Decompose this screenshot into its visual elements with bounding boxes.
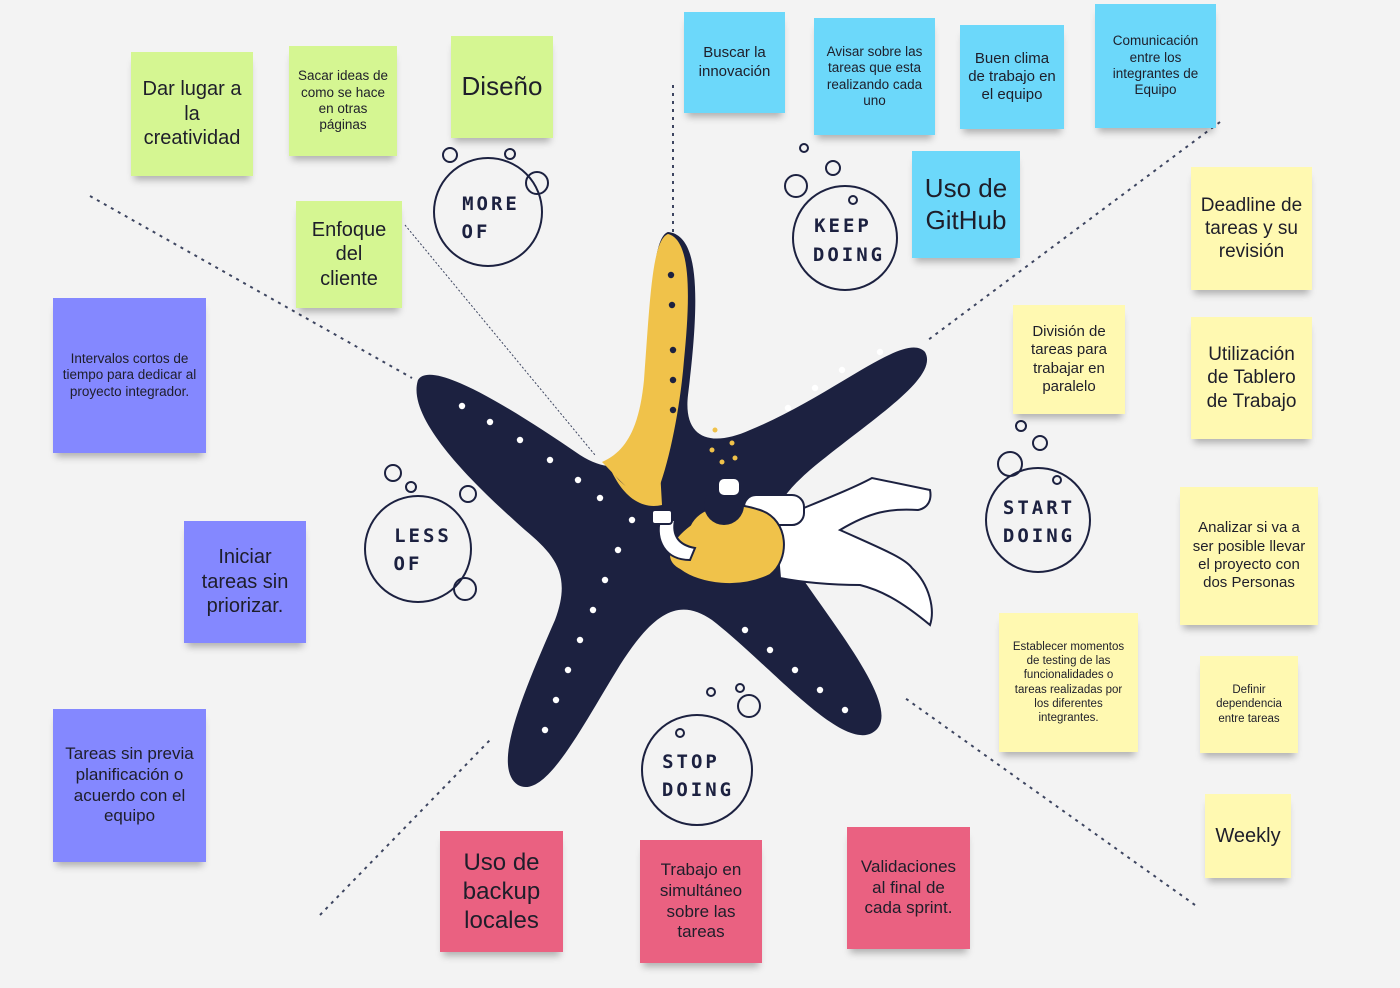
keep-doing-label-line1: KEEP: [814, 215, 872, 237]
sticky-note-start-doing[interactable]: Utilización de Tablero de Trabajo: [1191, 317, 1312, 439]
starfish: [416, 232, 928, 788]
start-doing-circle: [985, 467, 1091, 573]
starfish-arm-dots: [667, 271, 677, 414]
section-dividers: [89, 85, 1221, 916]
sticky-note-start-doing[interactable]: Establecer momentos de testing de las fu…: [999, 613, 1138, 752]
sticky-note-keep-doing[interactable]: Avisar sobre las tareas que esta realiza…: [814, 18, 935, 135]
sticky-note-keep-doing[interactable]: Uso de GitHub: [912, 151, 1020, 258]
sticky-note-text: Uso de GitHub: [924, 172, 1008, 235]
sticky-note-text: Avisar sobre las tareas que esta realiza…: [826, 43, 923, 108]
sticky-note-start-doing[interactable]: Definir dependencia entre tareas: [1200, 656, 1298, 753]
sticky-note-text: Buscar la innovación: [698, 44, 771, 80]
sticky-note-text: Analizar si va a ser posible llevar el p…: [1192, 519, 1306, 592]
less-of-label-line1: LESS: [394, 525, 452, 547]
stop-doing-circle: [641, 714, 753, 826]
sticky-note-less-of[interactable]: Iniciar tareas sin priorizar.: [184, 521, 306, 643]
sticky-note-start-doing[interactable]: Analizar si va a ser posible llevar el p…: [1180, 487, 1318, 625]
diver-arm: [657, 519, 697, 562]
sticky-note-text: Definir dependencia entre tareas: [1216, 684, 1282, 725]
sticky-note-text: Establecer momentos de testing de las fu…: [1012, 641, 1125, 724]
diver-figure: [651, 476, 933, 627]
divider-upper-left: [89, 195, 413, 379]
sticky-note-text: Comunicación entre los integrantes de Eq…: [1112, 33, 1199, 98]
sticky-note-start-doing[interactable]: Weekly: [1205, 794, 1291, 878]
sticky-note-text: Deadline de tareas y su revisión: [1200, 194, 1303, 263]
sticky-note-text: Sacar ideas de como se hace en otras pág…: [297, 68, 389, 133]
sticky-note-text: Diseño: [461, 71, 543, 102]
divider-lower-right: [904, 697, 1196, 906]
starfish-dots: [458, 348, 884, 734]
diver-legs: [773, 476, 933, 627]
stop-doing-label-line1: STOP: [662, 751, 720, 773]
sticky-note-keep-doing[interactable]: Buen clima de trabajo en el equipo: [960, 25, 1064, 129]
starfish-arm-highlight: [602, 234, 688, 501]
starfish-center-highlight: [610, 468, 662, 506]
sticky-note-text: Utilización de Tablero de Trabajo: [1206, 344, 1297, 412]
starfish-body: [416, 232, 928, 788]
more-of-label-line1: MORE: [462, 193, 520, 215]
sticky-note-more-of[interactable]: Dar lugar a la creatividad: [131, 52, 253, 176]
sticky-note-text: Uso de backup locales: [462, 848, 541, 935]
less-of-circle: [364, 495, 472, 603]
sticky-note-more-of[interactable]: Diseño: [451, 36, 553, 138]
sticky-note-more-of[interactable]: Sacar ideas de como se hace en otras pág…: [289, 46, 397, 156]
start-doing-label-line2: DOING: [1003, 525, 1075, 547]
sticky-note-text: Trabajo en simultáneo sobre las tareas: [659, 860, 743, 942]
sparkle-dots: [709, 427, 738, 465]
divider-lower-left: [319, 739, 491, 916]
keep-doing-circle: [792, 185, 898, 291]
diver-mask: [717, 477, 741, 497]
sticky-note-keep-doing[interactable]: Buscar la innovación: [684, 12, 785, 113]
sticky-note-less-of[interactable]: Tareas sin previa planificación o acuerd…: [53, 709, 206, 862]
sticky-note-text: Validaciones al final de cada sprint.: [860, 856, 957, 918]
sticky-note-text: Intervalos cortos de tiempo para dedicar…: [62, 350, 197, 399]
sticky-note-stop-doing[interactable]: Validaciones al final de cada sprint.: [847, 827, 970, 949]
more-of-label-line2: OF: [462, 221, 491, 243]
sticky-note-stop-doing[interactable]: Uso de backup locales: [440, 831, 563, 952]
sticky-note-text: División de tareas para trabajar en para…: [1031, 322, 1107, 395]
start-doing-label-line1: START: [1003, 497, 1075, 519]
sticky-note-stop-doing[interactable]: Trabajo en simultáneo sobre las tareas: [640, 840, 762, 963]
more-of-circle: [433, 157, 543, 267]
sticky-note-text: Buen clima de trabajo en el equipo: [968, 49, 1056, 104]
divider-thin: [404, 224, 596, 456]
sticky-note-less-of[interactable]: Intervalos cortos de tiempo para dedicar…: [53, 298, 206, 453]
stop-doing-label-line2: DOING: [662, 779, 734, 801]
sticky-note-keep-doing[interactable]: Comunicación entre los integrantes de Eq…: [1095, 4, 1216, 128]
sticky-note-more-of[interactable]: Enfoque del cliente: [296, 201, 402, 308]
sticky-note-text: Enfoque del cliente: [311, 218, 387, 290]
sticky-note-text: Iniciar tareas sin priorizar.: [201, 546, 289, 618]
sticky-note-start-doing[interactable]: División de tareas para trabajar en para…: [1013, 305, 1125, 414]
bubble-group: [364, 143, 1091, 826]
keep-doing-label-line2: DOING: [813, 244, 885, 266]
less-of-label-line2: OF: [394, 553, 423, 575]
sticky-note-text: Tareas sin previa planificación o acuerd…: [65, 744, 194, 826]
sticky-note-start-doing[interactable]: Deadline de tareas y su revisión: [1191, 167, 1312, 290]
diver-flashlight: [651, 509, 673, 525]
sticky-note-text: Weekly: [1215, 824, 1281, 847]
sticky-note-text: Dar lugar a la creatividad: [142, 78, 242, 150]
